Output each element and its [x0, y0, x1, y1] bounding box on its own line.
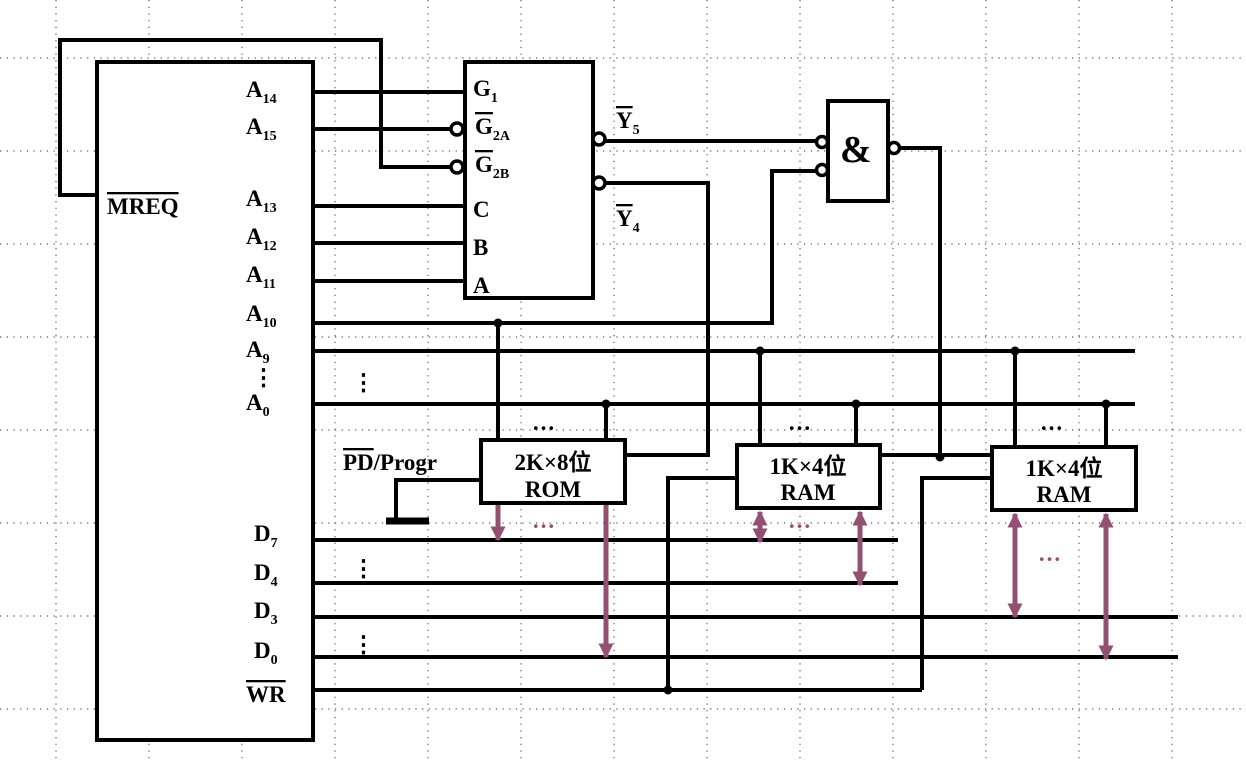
svg-text:2K×8位: 2K×8位: [515, 449, 592, 475]
pin-a0: A0: [246, 390, 270, 420]
cpu-block: [95, 60, 315, 742]
pin-a11: A11: [246, 262, 276, 292]
ellipsis-marks: ⋮ ⋮ ⋮ … … … … … …: [352, 370, 1063, 657]
input-g2b: G2B: [475, 152, 509, 182]
svg-text:1K×4位: 1K×4位: [770, 453, 847, 479]
pin-a12: A12: [246, 224, 277, 254]
pin-d4: D4: [254, 560, 278, 590]
bubble-g2a: [449, 121, 465, 137]
output-y5: Y5: [616, 108, 640, 138]
data-bus-arrows: [490, 505, 1114, 661]
pin-a10: A10: [246, 301, 277, 331]
svg-text:…: …: [1038, 541, 1061, 566]
pin-d3: D3: [254, 598, 278, 628]
svg-text:…: …: [788, 410, 811, 435]
svg-text:ROM: ROM: [525, 477, 582, 502]
input-g2a: G2A: [475, 114, 511, 144]
svg-text:RAM: RAM: [781, 480, 836, 505]
junctions: [493, 318, 1111, 695]
bubble-y4: [591, 175, 607, 191]
wire-ram2-we: [920, 476, 992, 690]
and-symbol: &: [840, 129, 872, 171]
output-y4: Y4: [616, 206, 640, 236]
pin-a15: A15: [246, 114, 277, 144]
wire-a10: [313, 169, 816, 325]
pin-a9: A9: [246, 337, 270, 367]
input-c: C: [473, 197, 490, 222]
svg-text:1K×4位: 1K×4位: [1026, 455, 1103, 481]
pin-mreq: MREQ: [107, 194, 179, 219]
input-a: A: [473, 273, 490, 298]
pin-vertical-ellipsis: ⋮: [252, 365, 275, 390]
wire-ram1-we: [666, 476, 737, 690]
svg-text:⋮: ⋮: [352, 370, 375, 395]
cpu-pin-labels: A14 A15 MREQ A13 A12 A11 A10 A9 ⋮ A0 D7 …: [107, 77, 286, 707]
svg-text:…: …: [532, 508, 555, 533]
pin-a14: A14: [246, 77, 277, 107]
input-b: B: [473, 235, 488, 260]
wire-y4-rom-cs: [604, 181, 710, 457]
rom-chip: 2K×8位 ROM: [479, 438, 627, 505]
nand-gate: &: [814, 99, 902, 203]
input-g1: G1: [473, 76, 498, 106]
wire-pd-progr: [394, 478, 481, 520]
bubble-g2b: [449, 159, 465, 175]
svg-text:…: …: [1040, 410, 1063, 435]
svg-text:RAM: RAM: [1037, 482, 1092, 507]
svg-text:…: …: [532, 410, 555, 435]
svg-text:…: …: [788, 508, 811, 533]
pin-wr: WR: [246, 682, 286, 707]
wire-mreq-loop: [58, 38, 450, 197]
wire-nand-out: [900, 146, 942, 457]
pin-a13: A13: [246, 186, 277, 216]
svg-text:⋮: ⋮: [352, 632, 375, 657]
pd-progr-label: PD/Progr: [343, 450, 437, 475]
ram-chip-1: 1K×4位 RAM: [735, 443, 882, 510]
decoder-74138: G1 G2A G2B C B A Y5 Y4: [449, 60, 640, 300]
svg-text:⋮: ⋮: [352, 556, 375, 581]
pin-d0: D0: [254, 638, 278, 668]
pin-d7: D7: [254, 521, 278, 551]
ram-chip-2: 1K×4位 RAM: [990, 445, 1138, 512]
bubble-y5: [591, 131, 607, 147]
